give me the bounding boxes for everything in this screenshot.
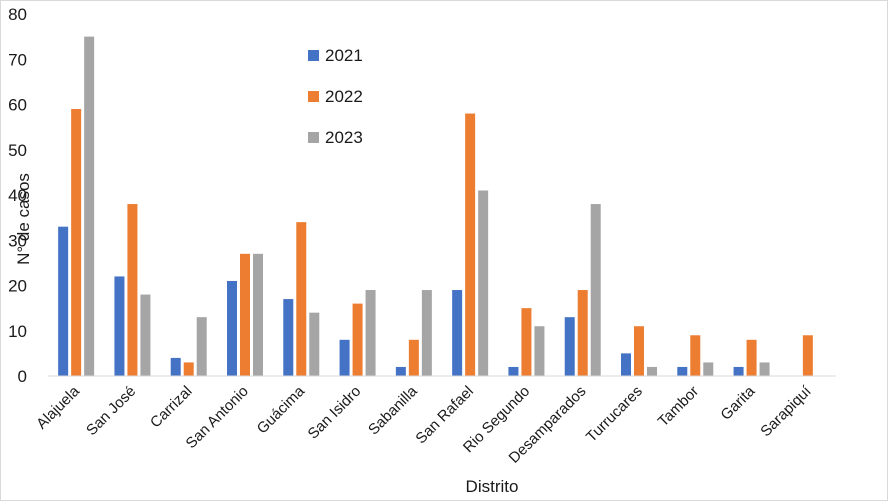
legend-label: 2021 xyxy=(325,46,363,65)
x-tick-label: Tambor xyxy=(655,383,702,430)
bar-2022-8 xyxy=(521,308,532,376)
bar-2023-9 xyxy=(590,204,601,376)
x-tick-label: Alajuela xyxy=(33,382,83,432)
bar-2023-3 xyxy=(253,253,263,376)
bar-2021-12 xyxy=(733,366,744,376)
x-tick-label: Sarapiquí xyxy=(757,382,815,440)
bar-2022-13 xyxy=(802,335,813,376)
bar-2021-4 xyxy=(283,299,294,376)
y-tick-label: 0 xyxy=(18,367,27,386)
bar-2022-11 xyxy=(690,335,701,376)
x-tick-label: Sabanilla xyxy=(365,382,421,438)
bar-2023-0 xyxy=(84,36,95,376)
bar-2021-5 xyxy=(339,339,350,376)
legend-label: 2022 xyxy=(325,87,363,106)
bar-2022-1 xyxy=(127,204,138,376)
legend-swatch xyxy=(308,132,319,143)
bar-2022-4 xyxy=(296,222,307,376)
bars-group xyxy=(58,36,813,377)
bar-2021-10 xyxy=(621,353,631,376)
y-tick-label: 60 xyxy=(8,96,27,115)
bar-2022-3 xyxy=(240,253,250,376)
bar-2022-9 xyxy=(577,290,588,376)
bar-2021-1 xyxy=(114,276,125,376)
bar-2021-11 xyxy=(677,366,688,376)
bar-2021-6 xyxy=(395,366,406,376)
bar-2023-12 xyxy=(759,362,770,376)
legend: 2021 2022 2023 xyxy=(308,46,363,147)
y-tick-label: 10 xyxy=(8,322,27,341)
legend-label: 2023 xyxy=(325,128,363,147)
x-tick-label: Carrizal xyxy=(147,383,196,432)
bar-2022-5 xyxy=(352,303,363,376)
y-axis-ticks: 0 10 20 30 40 50 60 70 80 xyxy=(8,5,27,386)
x-tick-label: Guácima xyxy=(254,382,309,437)
bar-2021-9 xyxy=(564,317,575,376)
bar-2021-3 xyxy=(227,280,237,376)
legend-swatch xyxy=(308,91,319,102)
bar-2021-0 xyxy=(58,226,69,376)
bar-2022-2 xyxy=(183,362,194,376)
bar-2023-6 xyxy=(421,290,432,376)
x-tick-label: Garita xyxy=(717,382,758,423)
bar-2021-2 xyxy=(170,357,181,376)
bar-2023-10 xyxy=(647,366,657,376)
legend-swatch xyxy=(308,50,319,61)
bar-2023-8 xyxy=(534,326,545,376)
x-tick-label: San José xyxy=(83,383,139,439)
y-tick-label: 20 xyxy=(8,277,27,296)
y-tick-label: 40 xyxy=(8,186,27,205)
y-axis-title: N° de casos xyxy=(14,173,33,265)
bar-2023-11 xyxy=(703,362,714,376)
y-tick-label: 30 xyxy=(8,231,27,250)
y-tick-label: 50 xyxy=(8,141,27,160)
bar-2021-8 xyxy=(508,366,519,376)
bar-2022-6 xyxy=(408,339,419,376)
y-tick-label: 70 xyxy=(8,50,27,69)
bar-2022-12 xyxy=(746,339,757,376)
bar-2022-10 xyxy=(634,326,644,376)
bar-2023-7 xyxy=(478,190,489,376)
x-tick-label: San Isidro xyxy=(305,383,365,443)
x-tick-label: Turrucares xyxy=(583,383,646,446)
bar-2022-7 xyxy=(465,113,476,377)
bar-2023-2 xyxy=(196,317,207,376)
bar-2023-5 xyxy=(365,290,376,376)
bar-2023-4 xyxy=(309,312,320,376)
bar-2023-1 xyxy=(140,294,151,376)
bar-2022-0 xyxy=(71,109,82,377)
x-axis-title: Distrito xyxy=(466,477,519,496)
y-tick-label: 80 xyxy=(8,5,27,24)
bar-2021-7 xyxy=(452,290,463,376)
